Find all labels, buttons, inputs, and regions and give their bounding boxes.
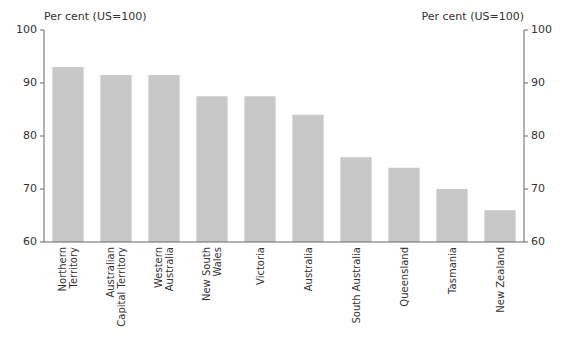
x-tick-label-line: Territory [68,247,79,290]
x-tick-label: Queensland [399,247,410,307]
y-tick-label: 60 [23,235,37,248]
x-tick-label-line: Victoria [255,247,266,285]
y-axis-label: Per cent (US=100) [44,10,146,23]
y-tick-label: 90 [23,76,37,89]
x-tick-label-line: Capital Territory [116,247,127,327]
bar [484,210,515,242]
x-tick-label-line: Queensland [399,247,410,307]
x-tick-label: AustralianCapital Territory [105,247,127,327]
y2-tick-label: 60 [531,235,545,248]
x-tick-label-line: Australia [303,247,314,291]
x-tick-label: NorthernTerritory [57,247,79,291]
x-tick-label-line: Western [153,247,164,288]
y2-tick [524,30,528,31]
x-axis-line [44,242,524,243]
x-tick-label-group: Victoria [255,247,266,285]
x-tick-label-group: WesternAustralia [153,247,175,291]
x-tick-label-group: Queensland [399,247,410,307]
bar [148,75,179,242]
bar [292,115,323,242]
y2-tick [524,242,528,243]
bar [340,157,371,242]
x-tick-label-line: Australian [105,247,116,298]
chart-container: 60 70 80 90 100 60 70 80 90 100 NorthernTerritory A… [0,0,568,342]
x-tick-label: Tasmania [447,247,458,295]
y2-tick [524,83,528,84]
y-tick-label: 70 [23,182,37,195]
bar [436,189,467,242]
x-tick-label: WesternAustralia [153,247,175,291]
bar [52,67,83,242]
y2-tick-label: 90 [531,76,545,89]
x-tick-label-group: New SouthWales [201,247,223,301]
x-tick-label-group: Australia [303,247,314,291]
bar [244,96,275,242]
x-tick-label-line: New South [201,247,212,301]
y-tick [40,30,44,31]
x-tick-label-line: Tasmania [447,247,458,295]
x-tick-label-group: AustralianCapital Territory [105,247,127,327]
y2-tick [524,189,528,190]
y-tick [40,136,44,137]
x-tick-label-line: Northern [57,247,68,291]
chart: 60 70 80 90 100 60 70 80 90 100 NorthernTerritory A… [0,0,568,342]
x-tick-label-line: New Zealand [495,247,506,313]
x-tick-label: Australia [303,247,314,291]
bar [196,96,227,242]
x-tick-label: New Zealand [495,247,506,313]
x-tick-label: South Australia [351,247,362,323]
y-tick [40,242,44,243]
y2-tick-label: 100 [531,23,552,36]
y2-axis-label: Per cent (US=100) [422,10,524,23]
bars [52,67,515,242]
y-tick [40,189,44,190]
x-tick-label-group: South Australia [351,247,362,323]
x-tick-label-group: NorthernTerritory [57,247,79,291]
x-tick-label-line: South Australia [351,247,362,323]
y-tick [40,83,44,84]
y-tick-label: 80 [23,129,37,142]
x-tick-label: Victoria [255,247,266,285]
x-tick-label-line: Wales [212,247,223,277]
x-tick-label-group: Tasmania [447,247,458,295]
y-tick-label: 100 [16,23,37,36]
bar [100,75,131,242]
bar [388,168,419,242]
y2-tick-label: 70 [531,182,545,195]
y2-tick [524,136,528,137]
x-tick-label-group: New Zealand [495,247,506,313]
x-tick-label: New SouthWales [201,247,223,301]
x-tick-label-line: Australia [164,247,175,291]
y2-tick-label: 80 [531,129,545,142]
